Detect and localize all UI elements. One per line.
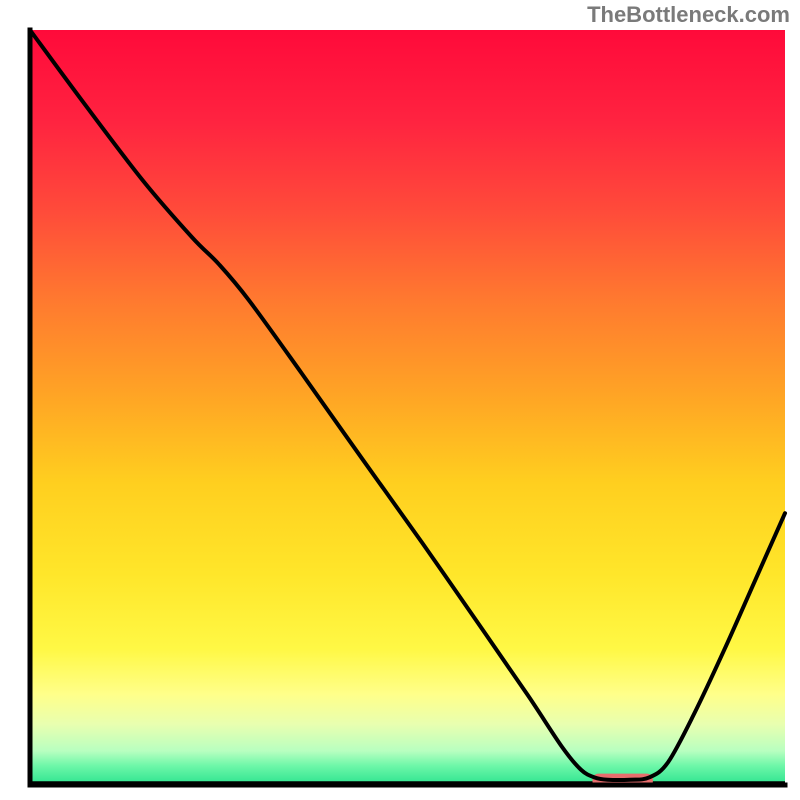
heatmap-background bbox=[30, 30, 785, 785]
bottleneck-chart bbox=[0, 0, 800, 800]
watermark-text: TheBottleneck.com bbox=[587, 2, 790, 28]
